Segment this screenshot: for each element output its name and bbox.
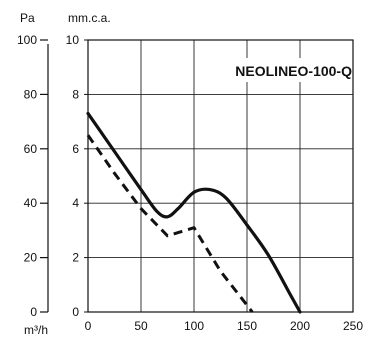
secondary-y-tick-label: 0 xyxy=(30,305,37,319)
x-axis-label: m³/h xyxy=(24,323,48,337)
x-tick-label: 250 xyxy=(343,319,363,333)
secondary-y-tick-label: 80 xyxy=(24,87,38,101)
y-ticks: 0 2 4 6 8 10 xyxy=(66,33,88,319)
x-tick-label: 50 xyxy=(134,319,148,333)
secondary-y-tick-label: 100 xyxy=(17,33,37,47)
secondary-y-tick-label: 60 xyxy=(24,142,38,156)
y-tick-label: 8 xyxy=(72,87,79,101)
x-tick-label: 0 xyxy=(85,319,92,333)
secondary-axis: 0 20 40 60 80 100 xyxy=(17,33,48,319)
x-tick-label: 200 xyxy=(290,319,310,333)
y-tick-label: 2 xyxy=(72,251,79,265)
secondary-y-tick-label: 40 xyxy=(24,196,38,210)
y-axis-label: mm.c.a. xyxy=(68,11,111,25)
series-dashed-curve xyxy=(88,135,252,312)
x-ticks: 0 50 100 150 200 250 xyxy=(85,319,364,333)
y-tick-label: 10 xyxy=(66,33,80,47)
secondary-y-axis-label: Pa xyxy=(20,11,35,25)
x-tick-label: 100 xyxy=(184,319,204,333)
x-tick-label: 150 xyxy=(237,319,257,333)
secondary-y-tick-label: 20 xyxy=(24,251,38,265)
y-tick-label: 0 xyxy=(72,305,79,319)
y-tick-label: 6 xyxy=(72,142,79,156)
y-tick-label: 4 xyxy=(72,196,79,210)
chart-title: NEOLINEO-100-Q xyxy=(235,63,352,79)
